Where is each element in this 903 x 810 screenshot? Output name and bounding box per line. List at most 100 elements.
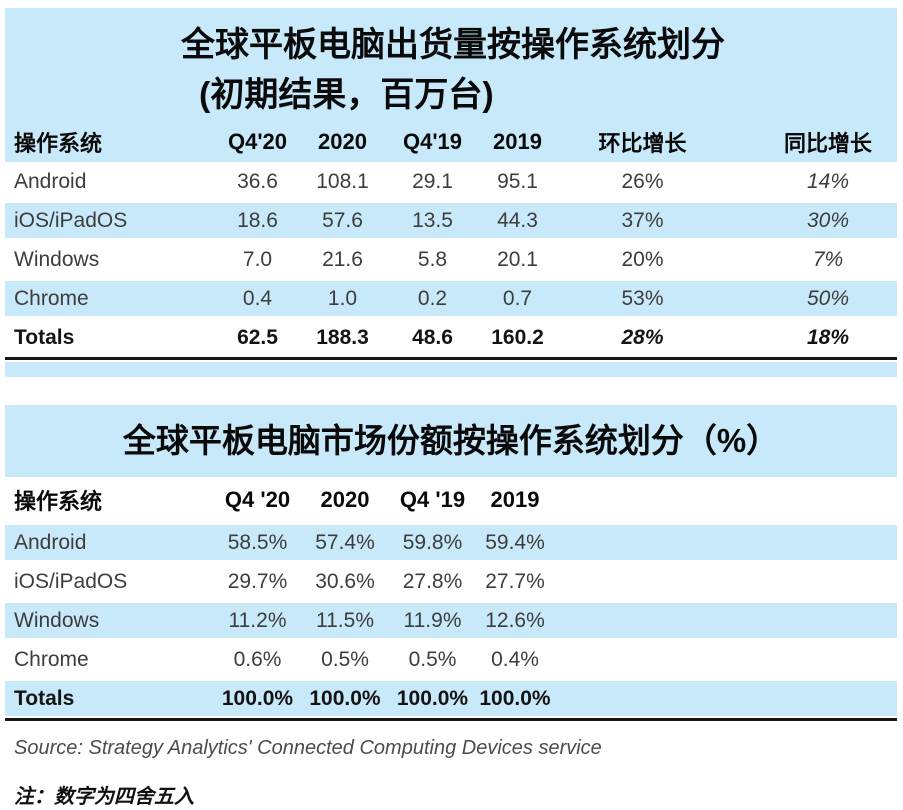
shipments-title: 全球平板电脑出货量按操作系统划分 (初期结果，百万台): [5, 8, 897, 122]
table-row-chrome: Chrome 0.4 1.0 0.2 0.7 53% 50%: [5, 279, 897, 318]
shipments-title-line1: 全球平板电脑出货量按操作系统划分: [181, 26, 725, 64]
os-cell: iOS/iPadOS: [5, 201, 220, 240]
column-header-2020: 2020: [295, 122, 390, 162]
os-cell: Android: [14, 169, 87, 193]
value-cell: 11.2%: [215, 601, 300, 640]
value-cell: 0.5%: [408, 647, 457, 671]
shipments-table: 操作系统 Q4'20 2020 Q4'19 2019 环比增长 同比增长 And…: [5, 122, 897, 357]
column-header-yoy-growth: 同比增长: [725, 122, 897, 162]
value-cell: 95.1: [497, 169, 538, 193]
value-cell: 29.7%: [227, 569, 288, 593]
yoy-cell: 30%: [725, 201, 897, 240]
value-cell: 0.2: [390, 279, 475, 318]
value-cell: 160.2: [491, 325, 544, 349]
column-header-qoq-growth: 环比增长: [560, 122, 725, 162]
column-header-os: 操作系统: [5, 477, 215, 523]
os-cell: Windows: [5, 601, 215, 640]
value-cell: 20.1: [497, 247, 538, 271]
value-cell: 0.7: [475, 279, 560, 318]
value-cell: 27.8%: [402, 569, 463, 593]
shipments-title-line2: (初期结果，百万台): [199, 76, 494, 114]
shipments-header-row: 操作系统 Q4'20 2020 Q4'19 2019 环比增长 同比增长: [5, 122, 897, 162]
os-cell: iOS/iPadOS: [14, 569, 128, 593]
column-header-filler: [555, 477, 897, 523]
value-cell: 21.6: [322, 247, 363, 271]
filler-cell: [555, 562, 897, 601]
value-cell: 100.0%: [215, 679, 300, 718]
value-cell: 0.4%: [491, 647, 539, 671]
filler-cell: [555, 679, 897, 718]
value-cell: 62.5: [237, 325, 278, 349]
value-cell: 11.5%: [300, 601, 390, 640]
column-header-os: 操作系统: [5, 122, 220, 162]
market-share-table-section: 全球平板电脑市场份额按操作系统划分（%） 操作系统 Q4 '20 2020 Q4…: [5, 405, 897, 721]
value-cell: 100.0%: [390, 679, 475, 718]
value-cell: 12.6%: [475, 601, 555, 640]
table-row-windows: Windows 11.2% 11.5% 11.9% 12.6%: [5, 601, 897, 640]
source-text: Source: Strategy Analytics' Connected Co…: [14, 737, 602, 759]
table-row-ios: iOS/iPadOS 29.7% 30.6% 27.8% 27.7%: [5, 562, 897, 601]
filler-cell: [555, 523, 897, 562]
value-cell: 1.0: [295, 279, 390, 318]
qoq-cell: 53%: [560, 279, 725, 318]
os-cell: Chrome: [14, 647, 89, 671]
os-cell: Totals: [14, 325, 75, 349]
column-header-q420: Q4 '20: [215, 477, 300, 523]
value-cell: 13.5: [390, 201, 475, 240]
value-cell: 188.3: [316, 325, 369, 349]
column-header-2019: 2019: [475, 122, 560, 162]
column-header-2020: 2020: [300, 477, 390, 523]
os-cell: Android: [5, 523, 215, 562]
value-cell: 57.6: [295, 201, 390, 240]
table-row-totals: Totals 100.0% 100.0% 100.0% 100.0%: [5, 679, 897, 718]
value-cell: 36.6: [237, 169, 278, 193]
value-cell: 108.1: [316, 169, 369, 193]
os-cell: Chrome: [5, 279, 220, 318]
qoq-cell: 37%: [560, 201, 725, 240]
qoq-cell: 26%: [621, 169, 664, 193]
value-cell: 30.6%: [315, 569, 375, 593]
market-share-title: 全球平板电脑市场份额按操作系统划分（%）: [5, 405, 897, 477]
value-cell: 18.6: [220, 201, 295, 240]
value-cell: 58.5%: [215, 523, 300, 562]
bottom-blue-bar: [5, 362, 897, 377]
value-cell: 100.0%: [475, 679, 555, 718]
value-cell: 7.0: [242, 247, 273, 271]
os-cell: Windows: [14, 247, 100, 271]
table-row-totals: Totals 62.5 188.3 48.6 160.2 28% 18%: [5, 318, 897, 357]
value-cell: 57.4%: [300, 523, 390, 562]
yoy-cell: 18%: [806, 325, 850, 349]
table-row-windows: Windows 7.0 21.6 5.8 20.1 20% 7%: [5, 240, 897, 279]
totals-rule: [5, 718, 897, 721]
qoq-cell: 28%: [621, 325, 664, 349]
os-cell: Totals: [5, 679, 215, 718]
column-header-2019: 2019: [475, 477, 555, 523]
totals-rule: [5, 357, 897, 360]
column-header-q419: Q4'19: [390, 122, 475, 162]
value-cell: 48.6: [412, 325, 453, 349]
shipments-table-section: 全球平板电脑出货量按操作系统划分 (初期结果，百万台) 操作系统 Q4'20 2…: [5, 8, 897, 377]
filler-cell: [555, 601, 897, 640]
value-cell: 11.9%: [390, 601, 475, 640]
table-row-android: Android 36.6 108.1 29.1 95.1 26% 14%: [5, 162, 897, 201]
yoy-cell: 14%: [806, 169, 850, 193]
value-cell: 100.0%: [300, 679, 390, 718]
value-cell: 0.6%: [233, 647, 282, 671]
value-cell: 29.1: [412, 169, 453, 193]
table-row-ios: iOS/iPadOS 18.6 57.6 13.5 44.3 37% 30%: [5, 201, 897, 240]
value-cell: 5.8: [417, 247, 448, 271]
column-header-q420: Q4'20: [220, 122, 295, 162]
yoy-cell: 7%: [812, 247, 844, 271]
qoq-cell: 20%: [621, 247, 664, 271]
table-row-chrome: Chrome 0.6% 0.5% 0.5% 0.4%: [5, 640, 897, 679]
column-header-q419: Q4 '19: [390, 477, 475, 523]
value-cell: 44.3: [475, 201, 560, 240]
market-share-table: 操作系统 Q4 '20 2020 Q4 '19 2019 Android 58.…: [5, 477, 897, 718]
value-cell: 0.5%: [321, 647, 369, 671]
value-cell: 27.7%: [485, 569, 545, 593]
table-row-android: Android 58.5% 57.4% 59.8% 59.4%: [5, 523, 897, 562]
section-gap: [5, 377, 897, 405]
value-cell: 0.4: [220, 279, 295, 318]
rounding-note: 注：数字为四舍五入: [14, 786, 194, 808]
